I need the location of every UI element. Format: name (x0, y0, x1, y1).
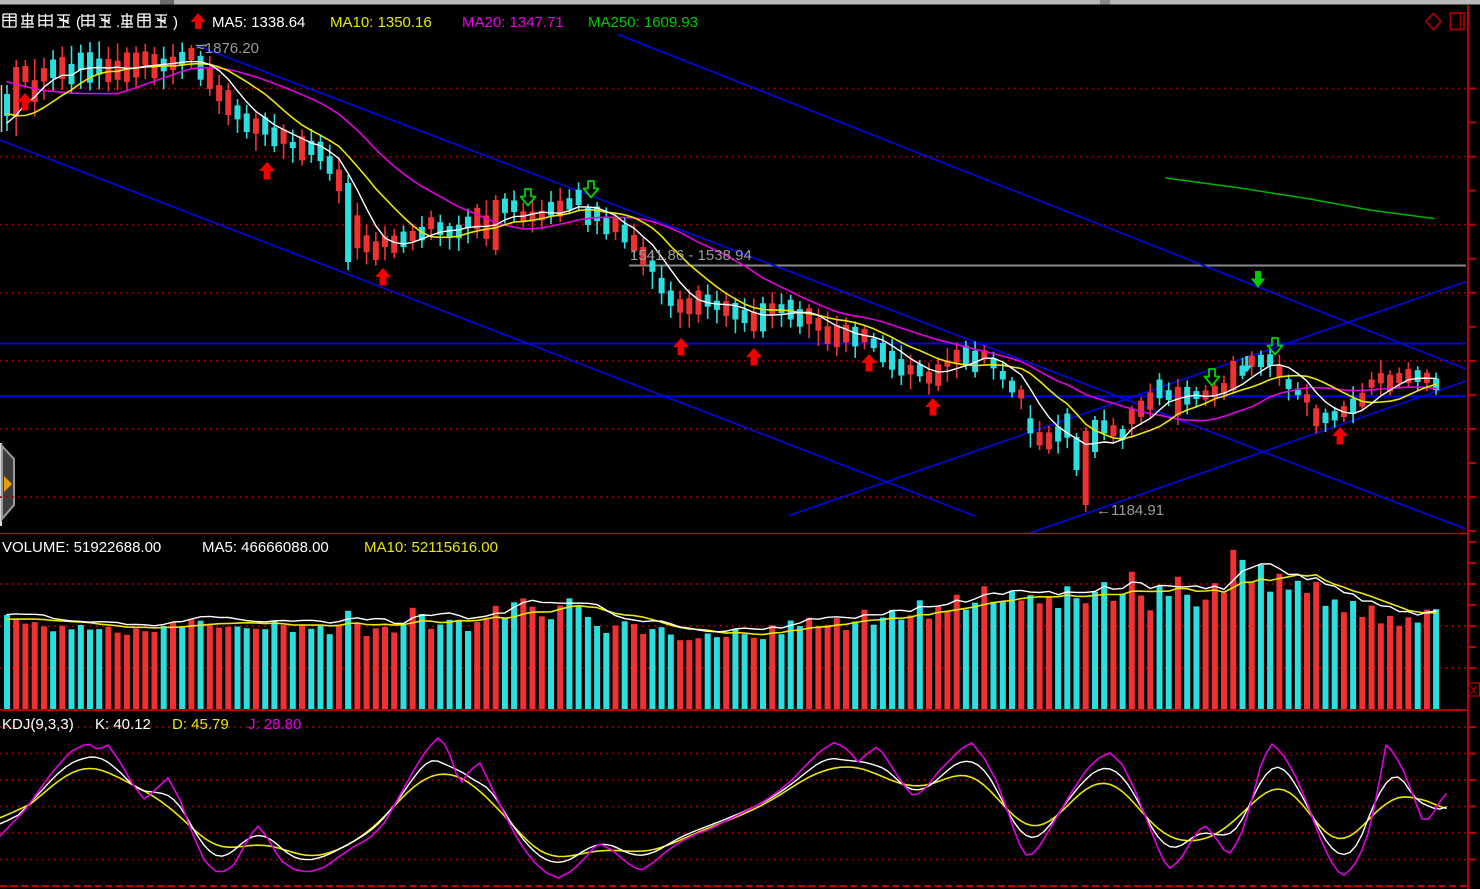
svg-text:MA5: 46666088.00: MA5: 46666088.00 (202, 539, 329, 556)
svg-text:←1184.91: ←1184.91 (1096, 502, 1164, 519)
svg-text:(: ( (76, 14, 81, 31)
svg-text:MA5: 1338.64: MA5: 1338.64 (212, 14, 305, 31)
svg-text:1541.86 - 1538.94: 1541.86 - 1538.94 (630, 247, 752, 264)
svg-text:~1876.20: ~1876.20 (196, 40, 259, 57)
svg-text:): ) (173, 14, 178, 31)
svg-text:MA20: 1347.71: MA20: 1347.71 (462, 14, 564, 31)
svg-text:D: 45.79: D: 45.79 (172, 716, 229, 733)
svg-text:VOLUME: 51922688.00: VOLUME: 51922688.00 (2, 539, 161, 556)
svg-text:MA10: 52115616.00: MA10: 52115616.00 (364, 539, 498, 556)
svg-text:X: X (1470, 685, 1478, 697)
svg-text:K: 40.12: K: 40.12 (95, 716, 151, 733)
svg-text:KDJ(9,3,3): KDJ(9,3,3) (2, 716, 74, 733)
svg-text:J: 28.80: J: 28.80 (248, 716, 301, 733)
svg-text:MA10: 1350.16: MA10: 1350.16 (330, 14, 432, 31)
svg-text:.: . (116, 14, 120, 31)
svg-text:MA250: 1609.93: MA250: 1609.93 (588, 14, 698, 31)
